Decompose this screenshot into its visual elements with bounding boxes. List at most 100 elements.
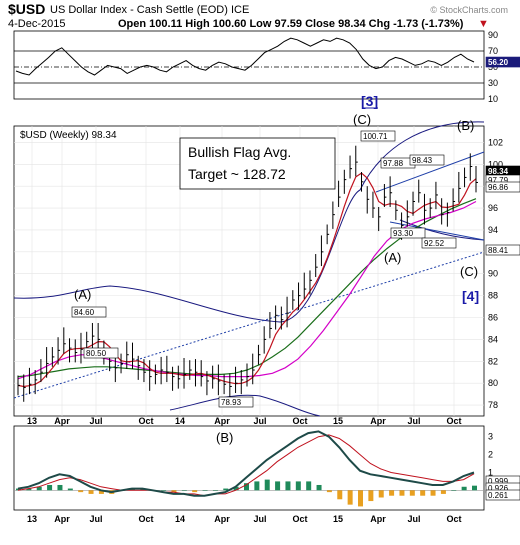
flag-upper-line	[375, 151, 485, 193]
macd-hist-bar-1	[26, 488, 32, 491]
macd-right-label-1: 0.926	[488, 484, 509, 493]
price-right-label-3: 88.41	[488, 246, 509, 255]
macd-x-tick-10: Jul	[407, 514, 420, 524]
price-x-tick-3: Oct	[138, 416, 153, 426]
price-y-tick-8: 86	[488, 313, 498, 323]
price-label-3-bg	[360, 130, 396, 142]
macd-hist-bar-31	[337, 490, 343, 500]
price-y-tick-9: 84	[488, 334, 498, 344]
macd-x-tick-8: 15	[333, 514, 343, 524]
instrument-name: US Dollar Index - Cash Settle (EOD) ICE	[50, 4, 249, 16]
price-label-2-bg	[218, 396, 254, 408]
price-label-6-bg	[390, 227, 426, 239]
price-label-5: 98.43	[412, 156, 433, 165]
macd-right-label-2-bg	[485, 489, 520, 501]
symbol-label: $USD	[8, 1, 45, 17]
lower-band-right	[399, 219, 485, 241]
ohlc-readout: Open 100.11 High 100.60 Low 97.59 Close …	[118, 18, 464, 30]
macd-hist-bar-4	[57, 484, 63, 491]
price-x-tick-10: Jul	[407, 416, 420, 426]
target-callout-box	[179, 137, 336, 190]
rsi-panel-frame	[13, 30, 485, 100]
price-x-tick-1: Apr	[54, 416, 70, 426]
wave-label-3: [3]	[361, 93, 378, 109]
macd-hist-bar-32	[347, 490, 353, 505]
macd-hist-bar-22	[244, 483, 249, 491]
wave-label-c-top: (C)	[353, 112, 371, 127]
price-y-tick-7: 88	[488, 291, 498, 301]
price-label-5-bg	[409, 154, 445, 166]
price-label-0: 84.60	[74, 308, 95, 317]
callout-line-2: Target ~ 128.72	[188, 166, 286, 182]
macd-hist-bar-37	[399, 490, 405, 496]
rsi-y-tick-0: 90	[488, 30, 498, 40]
macd-hist-bar-18	[202, 490, 208, 491]
rsi-layer: 907050301056.20	[14, 30, 520, 104]
upper-band	[13, 121, 485, 323]
macd-x-tick-4: 14	[175, 514, 185, 524]
macd-hist-bar-24	[264, 479, 270, 491]
price-x-tick-0: 13	[27, 416, 37, 426]
price-label-7-bg	[421, 237, 457, 249]
price-x-tick-5: Apr	[214, 416, 230, 426]
price-y-tick-12: 78	[488, 400, 498, 410]
wave-label-c-right: (C)	[460, 264, 478, 279]
price-x-tick-9: Apr	[370, 416, 386, 426]
macd-hist-bar-6	[78, 490, 84, 493]
rsi-last-label-bg	[485, 56, 520, 68]
macd-hist-bar-5	[67, 488, 73, 491]
macd-line	[17, 430, 475, 497]
macd-hist-bar-7	[88, 490, 94, 494]
price-x-tick-4: 14	[175, 416, 185, 426]
rsi-last-label: 56.20	[488, 58, 509, 67]
price-panel-title: $USD (Weekly) 98.34	[20, 130, 117, 141]
price-x-tick-2: Jul	[89, 416, 102, 426]
macd-y-tick-1: 2	[488, 450, 493, 460]
price-y-tick-11: 80	[488, 378, 498, 388]
price-label-3: 100.71	[363, 132, 388, 141]
macd-hist-bar-43	[461, 486, 467, 491]
price-y-tick-6: 90	[488, 269, 498, 279]
macd-x-tick-1: Apr	[54, 514, 70, 524]
macd-hist-bar-30	[326, 490, 332, 493]
price-label-2: 78.93	[221, 398, 242, 407]
price-layer: 102100989694929088868482807813AprJulOct1…	[13, 121, 520, 426]
price-x-tick-11: Oct	[446, 416, 461, 426]
price-right-label-0: 98.34	[488, 167, 509, 176]
macd-hist-bar-36	[389, 490, 395, 496]
price-x-tick-8: 15	[333, 416, 343, 426]
wave-label-a-mid: (A)	[384, 250, 401, 265]
rsi-y-tick-1: 70	[488, 46, 498, 56]
macd-hist-bar-28	[306, 481, 312, 491]
price-label-1: 80.50	[86, 349, 107, 358]
macd-x-tick-5: Apr	[214, 514, 230, 524]
macd-hist-bar-27	[295, 481, 301, 491]
rsi-y-tick-4: 10	[488, 94, 498, 104]
macd-hist-bar-14	[161, 490, 167, 491]
macd-x-tick-2: Jul	[89, 514, 102, 524]
price-y-tick-0: 102	[488, 137, 503, 147]
price-right-label-2-bg	[485, 181, 520, 193]
price-label-7: 92.52	[424, 239, 445, 248]
macd-hist-bar-25	[275, 481, 281, 491]
macd-hist-bar-38	[409, 490, 415, 496]
macd-hist-bar-42	[451, 490, 457, 491]
chg-down-arrow-icon: ▼	[478, 18, 489, 30]
macd-right-label-2: 0.261	[488, 491, 509, 500]
price-y-tick-4: 94	[488, 225, 498, 235]
macd-hist-bar-40	[430, 490, 436, 496]
price-right-label-2: 96.86	[488, 183, 509, 192]
macd-x-tick-3: Oct	[138, 514, 153, 524]
wave-label-4: [4]	[462, 288, 479, 304]
macd-x-tick-11: Oct	[446, 514, 461, 524]
macd-signal-line	[17, 434, 475, 497]
price-right-label-1: 97.79	[488, 176, 509, 185]
macd-x-tick-0: 13	[27, 514, 37, 524]
macd-hist-bar-29	[316, 484, 322, 491]
header-date: 4-Dec-2015	[8, 18, 65, 30]
macd-hist-bar-33	[358, 490, 363, 507]
macd-y-tick-2: 1	[488, 467, 493, 477]
macd-hist-bar-39	[420, 490, 426, 496]
price-y-tick-3: 96	[488, 203, 498, 213]
